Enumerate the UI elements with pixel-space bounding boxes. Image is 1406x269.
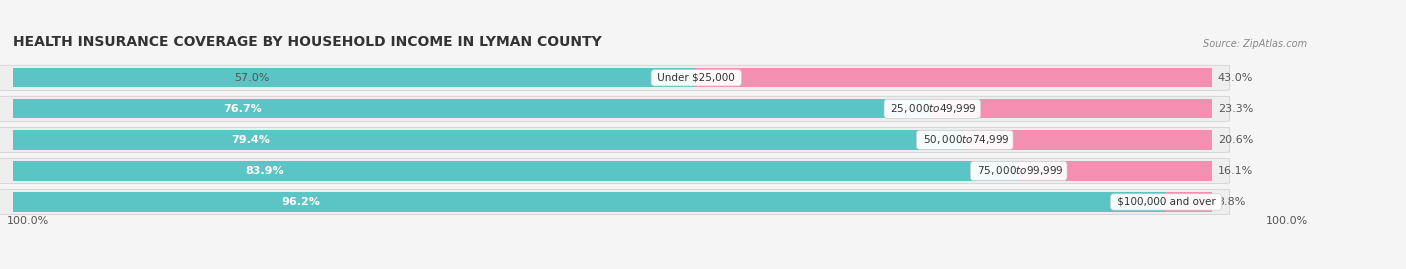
Text: 23.3%: 23.3% xyxy=(1218,104,1253,114)
Text: 100.0%: 100.0% xyxy=(1265,215,1308,226)
Text: $100,000 and over: $100,000 and over xyxy=(1114,197,1219,207)
FancyBboxPatch shape xyxy=(0,65,1230,90)
Text: 100.0%: 100.0% xyxy=(7,215,49,226)
Text: Under $25,000: Under $25,000 xyxy=(654,73,738,83)
Text: 16.1%: 16.1% xyxy=(1218,166,1253,176)
Text: 3.8%: 3.8% xyxy=(1218,197,1246,207)
Bar xyxy=(13,161,1019,180)
Text: 43.0%: 43.0% xyxy=(1218,73,1253,83)
Text: Source: ZipAtlas.com: Source: ZipAtlas.com xyxy=(1204,39,1308,49)
Bar xyxy=(13,192,1166,212)
Text: 96.2%: 96.2% xyxy=(281,197,321,207)
Text: HEALTH INSURANCE COVERAGE BY HOUSEHOLD INCOME IN LYMAN COUNTY: HEALTH INSURANCE COVERAGE BY HOUSEHOLD I… xyxy=(13,35,602,49)
Text: $50,000 to $74,999: $50,000 to $74,999 xyxy=(920,133,1010,146)
Text: 76.7%: 76.7% xyxy=(224,104,263,114)
Text: $25,000 to $49,999: $25,000 to $49,999 xyxy=(887,102,977,115)
Bar xyxy=(932,99,1212,118)
Bar xyxy=(13,99,932,118)
Bar xyxy=(1166,192,1212,212)
Bar xyxy=(965,130,1212,150)
Text: 57.0%: 57.0% xyxy=(235,73,270,83)
Bar xyxy=(1019,161,1212,180)
Text: 79.4%: 79.4% xyxy=(232,135,270,145)
FancyBboxPatch shape xyxy=(0,158,1230,183)
FancyBboxPatch shape xyxy=(0,189,1230,215)
Text: $75,000 to $99,999: $75,000 to $99,999 xyxy=(973,164,1064,178)
FancyBboxPatch shape xyxy=(0,127,1230,153)
Bar xyxy=(696,68,1212,87)
Bar xyxy=(13,68,696,87)
Text: 20.6%: 20.6% xyxy=(1218,135,1253,145)
Bar xyxy=(13,130,965,150)
Text: 83.9%: 83.9% xyxy=(245,166,284,176)
FancyBboxPatch shape xyxy=(0,96,1230,121)
